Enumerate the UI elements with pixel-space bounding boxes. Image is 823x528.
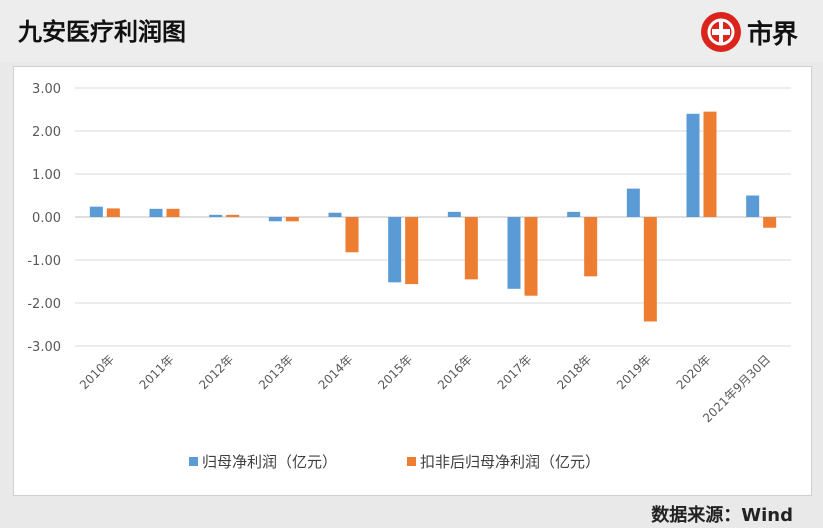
x-tick-label: 2019年 (614, 352, 654, 392)
bar-deducted-net-profit (524, 217, 538, 296)
bar-net-profit (149, 208, 163, 217)
bar-deducted-net-profit (643, 217, 657, 322)
footer: 数据来源：Wind (0, 494, 823, 528)
bar-deducted-net-profit (285, 217, 299, 222)
bar-net-profit (209, 214, 223, 217)
y-tick-label: -3.00 (27, 340, 61, 355)
bar-net-profit (268, 217, 282, 222)
x-tick-label: 2018年 (554, 352, 594, 392)
y-tick-label: 2.00 (32, 125, 61, 140)
x-tick-label: 2020年 (674, 352, 714, 392)
x-tick-label: 2013年 (256, 352, 296, 392)
bar-net-profit (567, 211, 581, 217)
data-source: 数据来源：Wind (651, 505, 793, 526)
legend-swatch (407, 457, 416, 466)
brand-name: 市界 (746, 19, 798, 50)
profit-bar-chart: 3.00 2.00 1.00 0.00 -1.00 -2.00 -3.00 2010年 2011… (27, 82, 791, 471)
x-tick-label: 2012年 (196, 352, 236, 392)
legend-label: 扣非后归母净利润（亿元） (420, 453, 600, 471)
bar-net-profit (746, 195, 760, 217)
legend-swatch (189, 457, 198, 466)
x-tick-label: 2017年 (495, 352, 535, 392)
bar-net-profit (388, 217, 402, 283)
page-title: 九安医疗利润图 (18, 18, 186, 46)
bar-deducted-net-profit (405, 217, 419, 285)
x-tick-label: 2015年 (375, 352, 415, 392)
header: 九安医疗利润图 市界 (0, 0, 823, 62)
bar-net-profit (89, 206, 103, 217)
bar-deducted-net-profit (763, 217, 777, 228)
brand: 市界 (700, 12, 798, 52)
bar-deducted-net-profit (106, 208, 120, 217)
legend-label: 归母净利润（亿元） (202, 453, 337, 471)
x-tick-label: 2014年 (316, 352, 356, 392)
bar-net-profit (447, 211, 461, 217)
bar-net-profit (507, 217, 521, 289)
y-tick-label: 1.00 (32, 168, 61, 183)
x-tick-label: 2010年 (77, 352, 117, 392)
bar-deducted-net-profit (464, 217, 478, 280)
brand-logo-icon (700, 12, 741, 52)
bar-net-profit (626, 188, 640, 217)
chart-panel: 3.00 2.00 1.00 0.00 -1.00 -2.00 -3.00 2010年 2011… (13, 66, 812, 496)
bar-deducted-net-profit (166, 208, 180, 217)
y-tick-label: 3.00 (32, 82, 61, 97)
bar-net-profit (328, 212, 342, 217)
y-tick-label: -1.00 (27, 254, 61, 269)
bar-net-profit (686, 113, 700, 217)
bar-deducted-net-profit (226, 214, 240, 217)
bar-deducted-net-profit (703, 111, 717, 217)
bar-deducted-net-profit (584, 217, 598, 277)
x-tick-label: 2016年 (435, 352, 475, 392)
x-tick-label: 2011年 (137, 352, 177, 392)
y-tick-label: 0.00 (32, 211, 61, 226)
y-tick-label: -2.00 (27, 297, 61, 312)
bar-deducted-net-profit (345, 217, 359, 253)
